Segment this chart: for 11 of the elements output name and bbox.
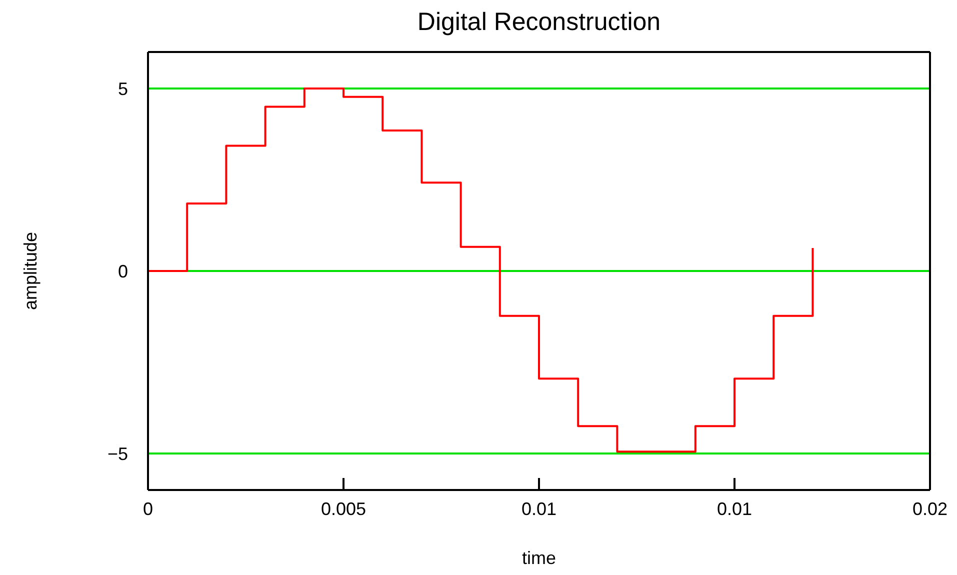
y-axis-title: amplitude — [20, 232, 42, 310]
x-axis-title: time — [520, 548, 557, 569]
x-tick-label: 0.01 — [521, 498, 557, 519]
chart-title: Digital Reconstruction — [416, 8, 662, 37]
x-tick-label: 0.01 — [716, 498, 752, 519]
y-tick-label: −5 — [107, 444, 128, 464]
x-tick-label: 0.005 — [320, 498, 366, 519]
y-tick-label: 5 — [118, 78, 128, 99]
x-tick-label: 0.02 — [912, 498, 948, 519]
x-tick-label: 0 — [142, 498, 154, 519]
y-tick-label: 0 — [118, 261, 128, 282]
